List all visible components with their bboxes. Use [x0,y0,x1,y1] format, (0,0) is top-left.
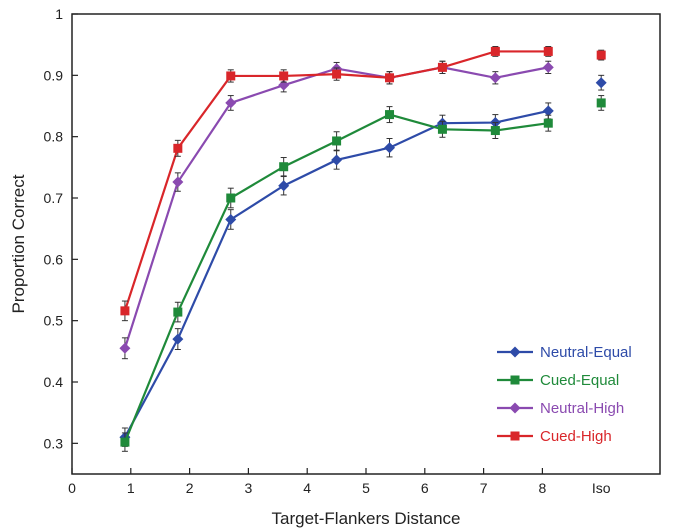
data-point [490,46,500,56]
data-point [279,71,289,81]
x-tick-label: 8 [539,480,547,496]
y-tick-label: 0.8 [44,129,64,145]
data-point [331,154,343,166]
x-tick-label: 4 [303,480,311,496]
legend-entry: Neutral-Equal [497,344,632,361]
ticks: 0 1 2 3 4 5 6 7 8 Iso 0.3 0.4 0.5 0.6 0.7 0.8 0.9 1 [44,6,611,496]
legend: Neutral-Equal Cued-Equal Neutral-High Cued-… [497,344,632,445]
data-point [173,143,183,153]
x-tick-label: 0 [68,480,76,496]
legend-label: Neutral-High [540,400,624,417]
x-axis-label: Target-Flankers Distance [272,509,461,528]
iso-point [596,50,606,60]
legend-entry: Neutral-High [497,400,624,417]
data-point [120,306,130,316]
data-point [225,213,237,225]
y-tick-label: 0.9 [44,67,64,83]
data-point [119,342,131,354]
data-point [225,97,237,109]
data-point [385,73,395,83]
data-point [172,333,184,345]
data-point [172,176,184,188]
x-tick-label: 2 [186,480,194,496]
data-point [542,105,554,117]
data-point [332,136,342,146]
series-neutral-high [119,60,554,360]
data-point [489,72,501,84]
series-line [123,66,549,349]
y-tick-label: 1 [55,6,63,22]
data-point [542,61,554,73]
y-axis-label: Proportion Correct [9,174,28,313]
data-point [279,162,289,172]
x-tick-label: 7 [480,480,488,496]
data-point [543,46,553,56]
legend-label: Cued-Equal [540,372,619,389]
iso-point [595,77,607,89]
x-tick-label: 5 [362,480,370,496]
legend-marker [510,375,520,385]
x-tick-label-iso: Iso [592,480,611,496]
series-layer [119,46,607,452]
series-line [123,50,549,312]
data-point [120,437,130,447]
y-tick-label: 0.6 [44,251,64,267]
legend-entry: Cued-High [497,428,612,445]
data-point [226,71,236,81]
data-point [278,180,290,192]
legend-label: Cued-High [540,428,612,445]
data-point [332,69,342,79]
series-cued-equal [120,95,606,452]
x-tick-label: 1 [127,480,135,496]
x-tick-label: 6 [421,480,429,496]
iso-point [596,98,606,108]
legend-marker [510,431,520,441]
series-cued-high [120,46,606,322]
y-tick-label: 0.3 [44,435,64,451]
data-point [437,62,447,72]
legend-marker [509,402,521,414]
data-point [543,118,553,128]
data-point [226,193,236,203]
data-point [490,126,500,136]
data-point [385,110,395,120]
legend-marker [509,346,521,358]
series-neutral-equal [119,74,607,447]
legend-entry: Cued-Equal [497,372,619,389]
data-point [384,142,396,154]
legend-label: Neutral-Equal [540,344,632,361]
y-tick-label: 0.4 [44,374,64,390]
x-tick-label: 3 [245,480,253,496]
y-tick-label: 0.5 [44,313,64,329]
y-tick-label: 0.7 [44,190,64,206]
data-point [437,124,447,134]
data-point [173,307,183,317]
